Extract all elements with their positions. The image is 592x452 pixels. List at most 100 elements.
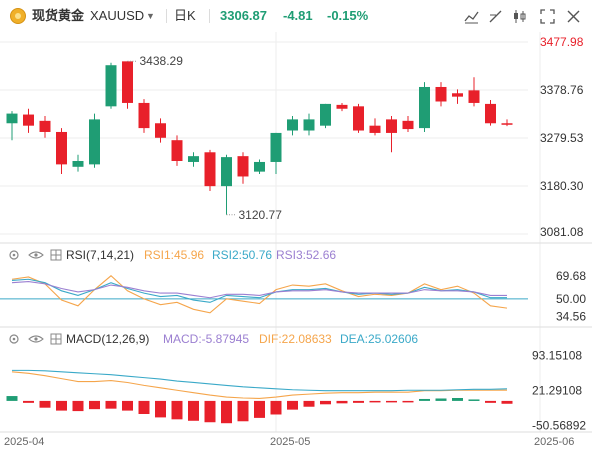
macd-axis: 93.15108 21.29108 -50.56892	[532, 349, 586, 433]
candle-body	[419, 86, 430, 129]
candle-body	[89, 119, 100, 165]
price-tick-label: 3477.98	[540, 35, 584, 49]
macd-histogram-bar	[468, 399, 480, 401]
gold-coin-icon	[10, 8, 26, 24]
macd-histogram-bar	[122, 400, 133, 411]
symbol-label[interactable]: XAUUSD	[90, 8, 145, 23]
last-price: 3306.87	[220, 8, 267, 23]
candle-body	[353, 106, 364, 131]
macd-histogram-bar	[287, 400, 298, 410]
macd-histogram-bar	[369, 400, 381, 403]
candle-body	[485, 103, 496, 124]
macd-histogram-bar	[303, 400, 315, 407]
candle-body	[336, 104, 348, 109]
price-tick-label: 3180.30	[540, 179, 584, 193]
settings-gear-icon[interactable]	[9, 334, 19, 344]
rsi1-legend: RSI1:45.96	[144, 248, 204, 262]
macd-tick-label: -50.56892	[532, 418, 586, 432]
candle-style-icon[interactable]	[512, 9, 527, 24]
candle-body	[56, 131, 67, 165]
macd-histogram-bar	[171, 400, 183, 420]
dif-legend: DIF:22.08633	[259, 332, 332, 346]
rsi-axis: 69.68 50.00 34.56	[556, 269, 586, 324]
price-tick-label: 3279.53	[540, 131, 584, 145]
rsi-panel	[0, 275, 528, 314]
rsi-tick-label: 50.00	[556, 292, 586, 306]
macd-histogram-bar	[221, 400, 232, 424]
candle-body	[155, 123, 166, 138]
extreme-label: 3120.77	[239, 208, 283, 222]
macd-histogram-bar	[39, 400, 51, 408]
indicator-icon[interactable]	[464, 9, 479, 24]
candle-body	[501, 123, 513, 125]
candle-body	[221, 157, 232, 187]
macd-histogram-bar	[419, 398, 430, 401]
macd-histogram-bar	[270, 400, 282, 415]
candle-body	[468, 90, 480, 103]
period-selector[interactable]: 日K	[174, 8, 196, 23]
price-tick-label: 3081.08	[540, 225, 584, 239]
candle-body	[39, 120, 51, 132]
price-change-percent: -0.15%	[327, 8, 369, 23]
fullscreen-icon[interactable]	[540, 9, 555, 24]
time-axis: 2025-04 2025-05 2025-06	[4, 436, 574, 448]
candle-body	[23, 114, 34, 126]
macd-histogram-bar	[336, 400, 348, 404]
close-icon[interactable]	[566, 9, 581, 24]
eye-icon[interactable]	[28, 251, 44, 259]
rsi-title: RSI(7,14,21)	[66, 248, 134, 262]
macd-title: MACD(12,26,9)	[66, 332, 149, 346]
grid-icon[interactable]	[50, 333, 62, 345]
time-tick-label: 2025-06	[534, 436, 574, 448]
dif-line	[11, 371, 508, 400]
macd-histogram-bar	[452, 398, 463, 401]
rsi2-legend: RSI2:50.76	[212, 248, 272, 262]
settings-gear-icon[interactable]	[9, 250, 19, 260]
candle-body	[270, 132, 282, 162]
chevron-down-icon[interactable]: ▼	[146, 11, 155, 21]
macd-histogram-bar	[204, 400, 216, 423]
rsi-series-line	[11, 275, 508, 314]
macd-legend: MACD:-5.87945	[163, 332, 249, 346]
toolbar-divider	[166, 9, 167, 23]
candlestick-panel: 3438.29 3120.77	[6, 54, 513, 222]
macd-tick-label: 21.29108	[532, 384, 582, 398]
macd-histogram-bar	[485, 400, 496, 403]
candle-body	[287, 119, 298, 131]
macd-histogram-bar	[6, 396, 18, 401]
macd-panel	[6, 369, 513, 424]
candle-body	[369, 125, 381, 133]
candle-body	[138, 102, 150, 129]
macd-histogram-bar	[188, 400, 199, 421]
candle-body	[105, 65, 117, 107]
candle-body	[204, 152, 216, 187]
macd-histogram-bar	[155, 400, 166, 418]
extreme-label: 3438.29	[140, 54, 184, 68]
macd-histogram-bar	[353, 400, 364, 403]
candle-body	[254, 161, 265, 172]
macd-histogram-bar	[501, 400, 513, 404]
candle-body	[435, 86, 447, 102]
macd-histogram-bar	[435, 398, 447, 401]
macd-histogram-bar	[402, 400, 414, 403]
price-change: -4.81	[283, 8, 313, 23]
macd-histogram-bar	[89, 400, 100, 410]
chart-grid	[0, 32, 592, 433]
macd-histogram-bar	[72, 400, 84, 412]
macd-histogram-bar	[138, 400, 150, 414]
macd-histogram-bar	[56, 400, 67, 411]
instrument-name[interactable]: 现货黄金	[32, 8, 85, 23]
macd-header: MACD(12,26,9) MACD:-5.87945 DIF:22.08633…	[9, 332, 418, 346]
candle-body	[72, 160, 84, 167]
grid-icon[interactable]	[50, 249, 62, 261]
rsi-header: RSI(7,14,21) RSI1:45.96 RSI2:50.76 RSI3:…	[9, 248, 336, 262]
dea-line	[12, 369, 508, 392]
time-tick-label: 2025-05	[270, 436, 310, 448]
macd-histogram-bar	[386, 400, 397, 403]
rsi-tick-label: 69.68	[556, 269, 586, 283]
macd-histogram-bar	[105, 400, 117, 409]
macd-histogram-bar	[23, 400, 34, 403]
eye-icon[interactable]	[28, 335, 44, 343]
draw-line-icon[interactable]	[488, 9, 503, 24]
